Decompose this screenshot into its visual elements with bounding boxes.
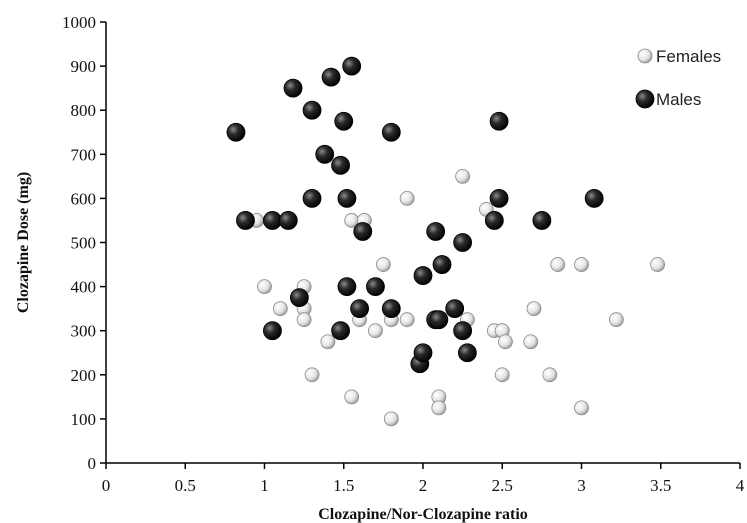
y-tick-label: 700	[71, 145, 97, 164]
data-point-females	[383, 411, 399, 427]
y-tick-label: 0	[88, 454, 97, 473]
data-point-males	[353, 222, 373, 241]
data-point-males	[413, 343, 433, 363]
data-point-males	[263, 321, 282, 341]
data-point-females	[304, 367, 320, 383]
data-point-males	[331, 155, 350, 175]
y-tick-label: 200	[71, 366, 97, 385]
y-tick-label: 1000	[62, 13, 96, 32]
data-point-females	[574, 400, 589, 416]
data-point-females	[455, 168, 471, 184]
data-point-females	[650, 257, 665, 272]
data-point-females	[399, 312, 415, 328]
data-point-males	[334, 111, 354, 131]
y-tick-label: 400	[71, 278, 97, 297]
legend-marker-females	[637, 48, 653, 64]
data-point-females	[494, 367, 510, 383]
data-point-males	[342, 56, 362, 76]
data-point-females	[574, 257, 589, 272]
data-point-males	[432, 255, 452, 274]
data-point-males	[331, 321, 350, 341]
data-point-females	[542, 367, 558, 383]
data-point-males	[321, 67, 341, 87]
data-point-females	[257, 279, 272, 295]
data-point-females	[523, 334, 539, 350]
x-tick-label: 3.5	[650, 476, 671, 495]
data-point-males	[429, 310, 449, 330]
data-point-females	[431, 400, 447, 416]
data-point-females	[608, 312, 624, 328]
data-point-males	[489, 111, 509, 131]
x-tick-label: 0	[102, 476, 111, 495]
y-tick-label: 800	[71, 101, 97, 120]
data-point-males	[381, 299, 401, 319]
data-point-males	[413, 266, 433, 285]
series-males	[226, 56, 604, 374]
x-tick-label: 2	[419, 476, 428, 495]
data-point-males	[337, 277, 357, 297]
y-tick-label: 900	[71, 57, 97, 76]
data-point-males	[366, 277, 385, 297]
data-point-males	[453, 321, 473, 341]
data-point-males	[350, 299, 370, 319]
data-point-females	[399, 190, 415, 206]
x-tick-label: 2.5	[492, 476, 513, 495]
data-point-males	[226, 122, 246, 142]
data-point-females	[272, 301, 288, 317]
series-females	[249, 168, 665, 427]
y-tick-label: 100	[71, 410, 97, 429]
data-point-males	[236, 211, 255, 230]
data-point-males	[484, 211, 504, 230]
legend-label-males: Males	[656, 90, 701, 109]
data-point-females	[375, 257, 391, 272]
legend: Females Males	[635, 47, 721, 109]
data-point-females	[526, 301, 542, 317]
data-point-males	[278, 211, 298, 230]
legend-marker-males	[635, 89, 655, 109]
data-point-females	[368, 323, 383, 339]
data-point-females	[550, 257, 566, 272]
data-point-females	[498, 334, 513, 350]
y-axis-title: Clozapine Dose (mg)	[15, 172, 32, 313]
y-tick-label: 300	[71, 322, 97, 341]
y-tick-label: 600	[71, 189, 97, 208]
x-tick-label: 1	[260, 476, 269, 495]
x-tick-label: 0.5	[175, 476, 196, 495]
x-axis-title: Clozapine/Nor-Clozapine ratio	[318, 506, 528, 523]
x-tick-label: 3	[577, 476, 586, 495]
data-point-males	[381, 122, 401, 142]
plot-area: 0 100 200 300 400 500 600 700 800 900 1000 0 0.5 1 1.5…	[62, 13, 745, 495]
y-tick-label: 500	[71, 234, 97, 253]
data-point-males	[337, 188, 357, 208]
x-tick-label: 4	[736, 476, 745, 495]
data-point-females	[344, 389, 360, 405]
data-point-males	[453, 233, 473, 252]
data-point-females	[320, 334, 336, 350]
data-point-males	[315, 144, 335, 164]
data-point-males	[489, 188, 509, 208]
data-point-males	[445, 299, 465, 319]
data-point-males	[263, 211, 282, 230]
x-tick-label: 1.5	[333, 476, 354, 495]
legend-label-females: Females	[656, 47, 721, 66]
data-point-males	[302, 188, 322, 208]
data-point-males	[532, 211, 552, 230]
data-point-males	[283, 78, 303, 98]
data-point-males	[302, 100, 322, 120]
data-point-males	[584, 188, 604, 208]
data-point-males	[457, 343, 477, 363]
data-point-males	[426, 222, 446, 241]
data-point-males	[289, 288, 309, 308]
data-point-females	[296, 312, 312, 328]
